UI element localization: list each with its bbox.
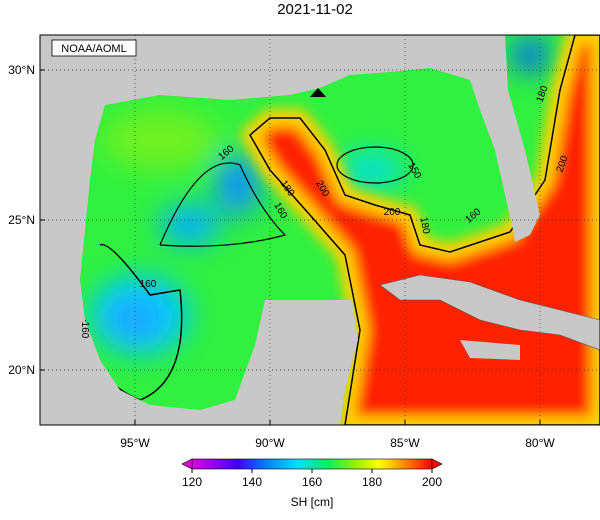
island [460,340,520,360]
lat-label: 30°N [8,63,35,77]
map-frame [39,34,600,426]
map-title: 2021-11-02 [277,1,353,18]
colorbar-tick-label: 120 [182,475,202,489]
colorbar-tick-label: 180 [362,475,382,489]
lat-label: 25°N [8,213,35,227]
lon-label: 95°W [120,436,150,450]
colorbar-label: SH [cm] [291,495,334,509]
colorbar-low-end [181,458,193,470]
cuba [379,274,600,351]
credit: NOAA/AOML [61,43,126,55]
contour-label: 160 [79,322,90,339]
lat-label: 20°N [8,363,35,377]
contour-label: 160 [140,279,157,290]
colorbar-tick-label: 140 [242,475,262,489]
marker [310,88,326,97]
colorbar-high-end [431,458,443,470]
colorbar-tick-label: 160 [302,475,322,489]
contour-label: 200 [384,207,401,218]
lon-label: 85°W [390,436,420,450]
credit-box [51,39,137,57]
lon-label: 90°W [255,436,285,450]
lon-label: 80°W [525,436,555,450]
colorbar-ticks: 120 140 160 180 200 [182,469,442,489]
axes: 30°N 25°N 20°N 95°W 90°W 85°W 80°W [8,63,555,450]
colorbar [191,458,433,470]
contour-label: 180 [418,216,432,235]
colorbar-tick-label: 200 [422,475,442,489]
graticule [40,35,600,425]
